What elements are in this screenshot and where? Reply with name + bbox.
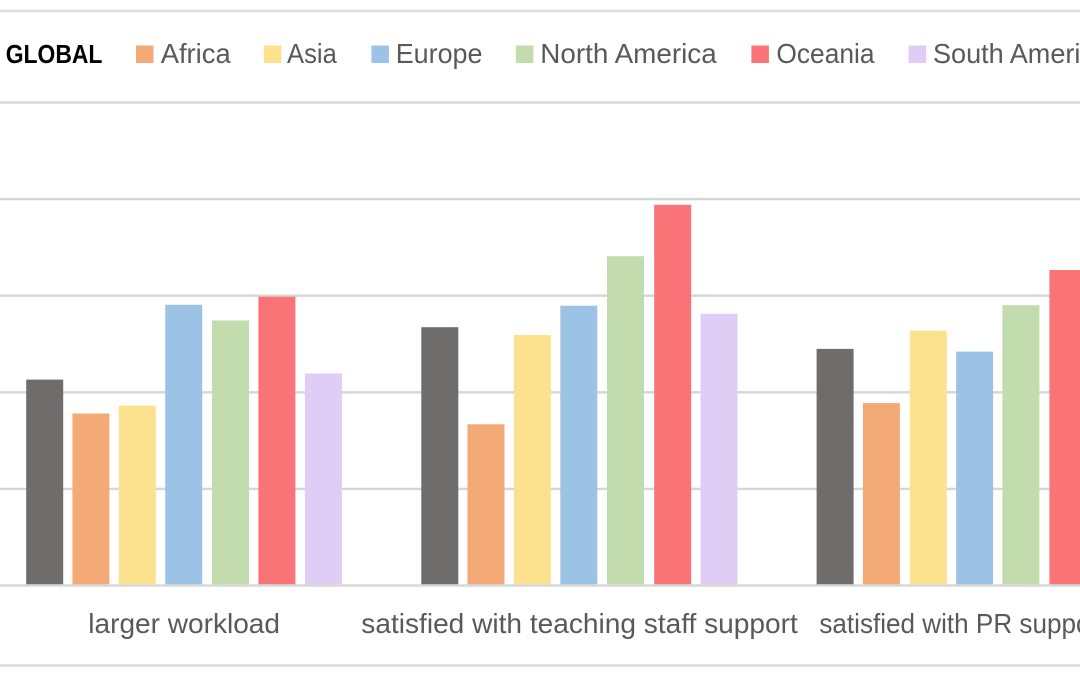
svg-text:larger workload: larger workload (88, 608, 280, 639)
svg-text:Africa: Africa (161, 38, 231, 69)
svg-text:satisfied with PR support: satisfied with PR support (819, 608, 1080, 639)
svg-text:North America: North America (540, 38, 717, 69)
svg-text:GLOBAL: GLOBAL (6, 39, 103, 69)
svg-text:Asia: Asia (287, 38, 337, 69)
svg-text:satisfied with teaching staff: satisfied with teaching staff support (361, 608, 798, 639)
svg-text:Europe: Europe (396, 38, 483, 69)
svg-text:South America: South America (933, 38, 1080, 69)
svg-text:Oceania: Oceania (776, 38, 874, 69)
